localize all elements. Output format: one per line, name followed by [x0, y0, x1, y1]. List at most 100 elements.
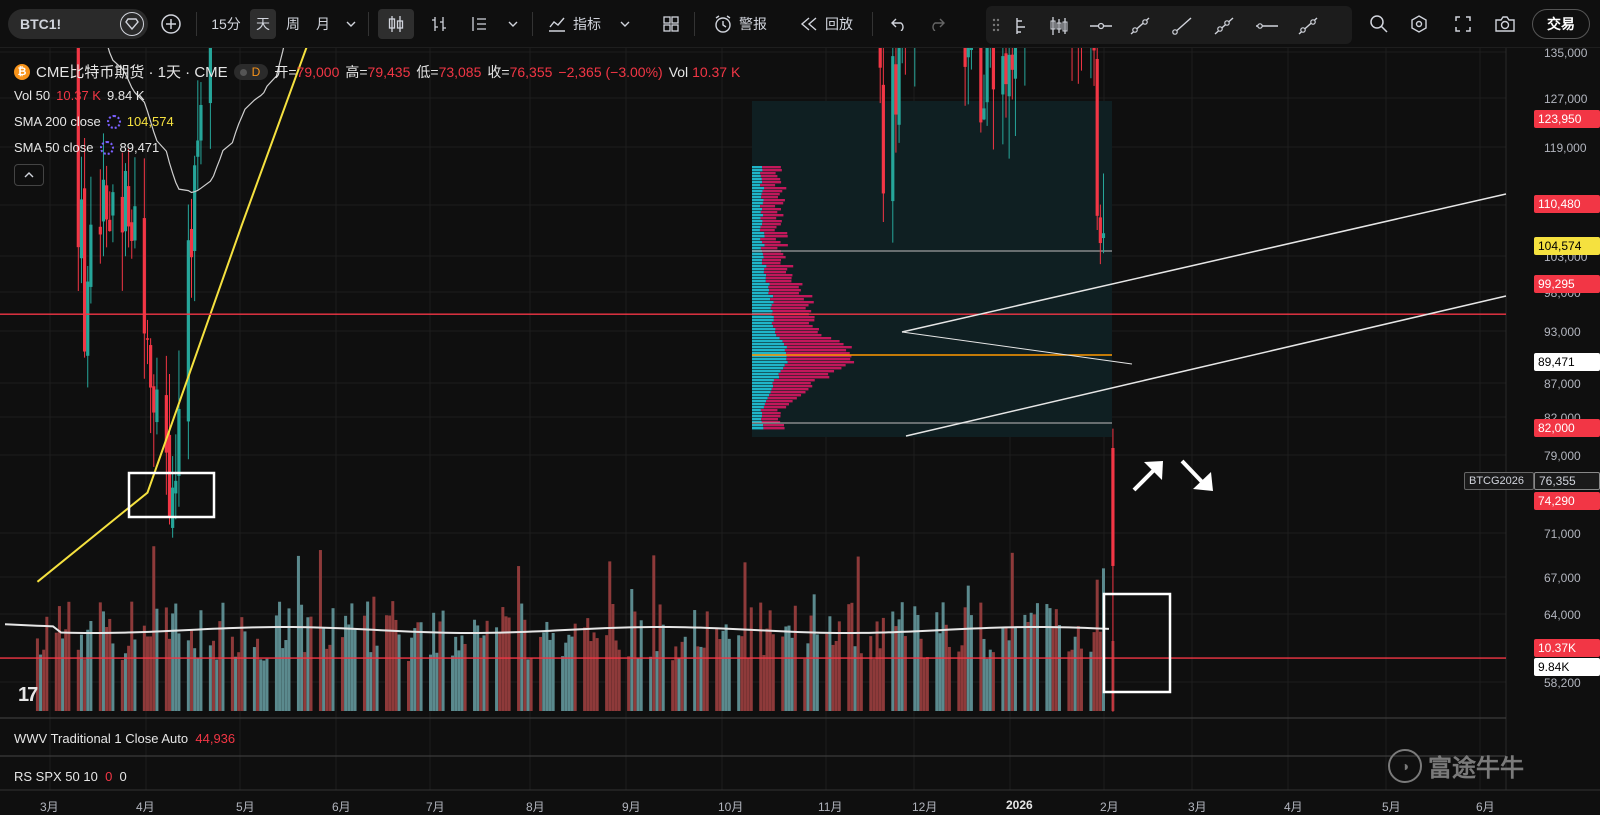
- fullscreen-button[interactable]: [1448, 9, 1478, 39]
- collapse-legend-button[interactable]: [14, 164, 44, 186]
- volume-bar: [573, 623, 577, 711]
- volume-bar: [318, 550, 322, 711]
- volume-bar: [869, 636, 873, 711]
- ohlc-tool-icon[interactable]: [1012, 15, 1034, 37]
- profile-bar-up: [752, 418, 762, 421]
- profile-bar-down: [762, 214, 784, 217]
- volume-bar: [101, 611, 105, 711]
- sma50-legend[interactable]: SMA 50 close 89,471: [14, 140, 160, 155]
- volume-bar: [746, 657, 750, 711]
- horizontal-line-icon[interactable]: [1254, 15, 1280, 37]
- volume-bar: [960, 645, 964, 711]
- volume-bar: [208, 645, 212, 711]
- profile-bar-up: [752, 298, 771, 301]
- price-chart[interactable]: [0, 48, 1600, 815]
- candle-down: [145, 338, 150, 340]
- interval-month[interactable]: 月: [316, 16, 330, 32]
- diamond-icon[interactable]: [120, 12, 144, 36]
- time-tick: 2月: [1100, 800, 1119, 814]
- candle-down: [1095, 58, 1099, 216]
- zoom-search-button[interactable]: [1364, 9, 1394, 39]
- profile-bar-down: [761, 262, 781, 265]
- interval-dropdown[interactable]: [340, 9, 362, 39]
- compare-button[interactable]: [464, 9, 494, 39]
- volume-bar: [517, 566, 521, 711]
- profile-bar-down: [779, 376, 830, 379]
- profile-bar-down: [786, 355, 852, 358]
- price-tick: 67,000: [1544, 571, 1581, 585]
- indicators-dropdown[interactable]: [614, 9, 636, 39]
- undo-button[interactable]: [884, 9, 914, 39]
- volume-bar: [1029, 612, 1033, 711]
- loading-ring-icon: [99, 140, 114, 155]
- candle-up: [171, 487, 175, 528]
- wwv-pane-legend[interactable]: WWV Traditional 1 Close Auto 44,936: [14, 731, 236, 746]
- horizontal-ray-icon[interactable]: [1088, 15, 1114, 37]
- candle-down: [1010, 54, 1014, 70]
- settings-button[interactable]: [1404, 9, 1434, 39]
- volume-bar: [859, 653, 863, 711]
- redo-button[interactable]: [922, 9, 952, 39]
- candle-tool-icon[interactable]: [1048, 15, 1070, 37]
- volume-bar: [193, 648, 197, 711]
- candle-down: [82, 188, 87, 352]
- add-symbol-button[interactable]: [156, 9, 186, 39]
- volume-bar: [966, 585, 970, 711]
- layout-button[interactable]: [656, 9, 686, 39]
- trend-line-icon[interactable]: [1128, 15, 1152, 37]
- indicators-button[interactable]: 指标: [542, 9, 606, 39]
- volume-bar: [457, 650, 461, 711]
- profile-bar-up: [752, 358, 787, 361]
- volume-bar: [724, 624, 728, 711]
- screenshot-button[interactable]: [1490, 9, 1520, 39]
- volume-bar: [749, 607, 753, 711]
- volume-bar: [988, 649, 992, 711]
- volume-bar: [718, 639, 722, 711]
- interval-15m[interactable]: 15分: [211, 16, 241, 32]
- profile-bar-up: [752, 238, 761, 241]
- change-value: −2,365 (−3.00%): [558, 63, 663, 80]
- profile-bar-down: [764, 403, 789, 406]
- volume-bar: [630, 589, 634, 711]
- bars-chart-type-button[interactable]: [424, 9, 454, 39]
- volume-bar: [347, 624, 351, 711]
- volume-bar: [837, 621, 841, 711]
- sma200-legend[interactable]: SMA 200 close 104,574: [14, 114, 174, 129]
- grid-icon: [663, 16, 679, 32]
- volume-bar: [991, 652, 995, 711]
- candle-up: [985, 48, 989, 103]
- interval-day[interactable]: 天: [250, 9, 276, 39]
- chart-type-dropdown[interactable]: [502, 9, 524, 39]
- info-line-icon[interactable]: [1296, 15, 1320, 37]
- market-status-badge[interactable]: D: [233, 63, 269, 80]
- replay-button[interactable]: 回放: [792, 9, 860, 39]
- volume-bar: [765, 628, 769, 711]
- candle-up: [79, 199, 84, 259]
- drag-handle-icon[interactable]: [992, 17, 1000, 33]
- candle-up: [196, 140, 200, 157]
- profile-bar-up: [752, 223, 763, 226]
- candle-up: [155, 389, 159, 423]
- profile-bar-down: [769, 283, 803, 286]
- level-tag-74290: 74,290: [1534, 492, 1600, 510]
- interval-week[interactable]: 周: [286, 16, 300, 32]
- profile-bar-up: [752, 328, 776, 331]
- symbol-search-button[interactable]: BTC1!: [8, 9, 148, 39]
- alert-button[interactable]: 警报: [706, 9, 774, 39]
- vol50-legend[interactable]: Vol 50 10.37 K 9.84 K: [14, 88, 145, 103]
- volume-bar: [384, 615, 388, 711]
- profile-bar-down: [778, 373, 829, 376]
- profile-bar-up: [752, 379, 774, 382]
- candles-chart-type-button[interactable]: [378, 9, 414, 39]
- time-tick: 11月: [818, 800, 843, 814]
- ray-line-icon[interactable]: [1170, 15, 1194, 37]
- candle-up: [897, 48, 901, 125]
- alert-label: 警报: [739, 16, 767, 32]
- volume-bar: [54, 632, 58, 711]
- extended-line-icon[interactable]: [1212, 15, 1236, 37]
- profile-bar-up: [752, 334, 777, 337]
- rs-pane-legend[interactable]: RS SPX 50 10 0 0: [14, 769, 127, 784]
- volume-bar: [567, 634, 571, 711]
- trade-button[interactable]: 交易: [1532, 9, 1590, 39]
- volume-bar: [781, 636, 785, 711]
